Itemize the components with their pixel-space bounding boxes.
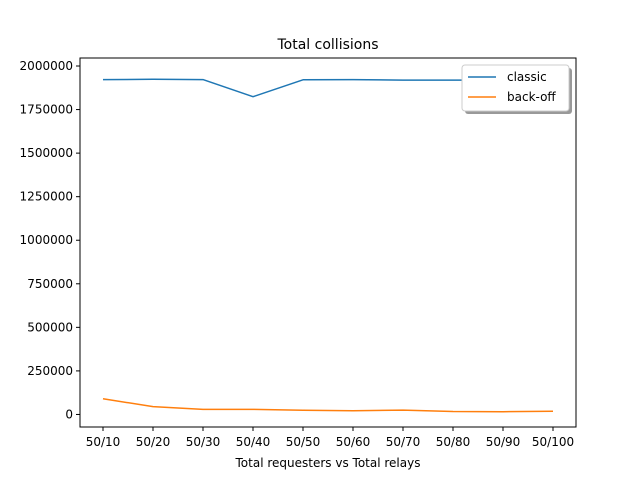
y-tick-label: 1000000 [20, 233, 73, 247]
x-tick-label: 50/30 [186, 435, 221, 449]
x-tick-label: 50/80 [436, 435, 471, 449]
y-axis: 0 250000 500000 750000 1000000 1250000 1500000… [20, 59, 80, 421]
y-tick-label: 500000 [27, 320, 73, 334]
x-tick-label: 50/90 [486, 435, 521, 449]
x-tick-label: 50/50 [286, 435, 321, 449]
x-tick-label: 50/70 [386, 435, 421, 449]
y-tick-label: 750000 [27, 277, 73, 291]
chart-title: Total collisions [277, 37, 379, 53]
x-tick-label: 50/10 [86, 435, 121, 449]
y-tick-label: 1500000 [20, 146, 73, 160]
legend: classic back-off [461, 64, 572, 114]
y-tick-label: 1750000 [20, 103, 73, 117]
x-axis-label: Total requesters vs Total relays [235, 456, 421, 470]
y-tick-label: 1250000 [20, 190, 73, 204]
plot-area-frame [79, 57, 577, 428]
y-tick-label: 250000 [27, 364, 73, 378]
x-tick-label: 50/20 [136, 435, 171, 449]
y-tick-label: 0 [65, 407, 73, 421]
x-tick-label: 50/100 [532, 435, 574, 449]
series-layer [102, 78, 554, 413]
legend-label-classic: classic [507, 70, 547, 84]
y-tick-label: 2000000 [20, 59, 73, 73]
x-axis: 50/10 50/20 50/30 50/40 50/50 50/60 50/70 50/80… [86, 427, 574, 449]
x-tick-label: 50/40 [236, 435, 271, 449]
x-tick-label: 50/60 [336, 435, 371, 449]
legend-label-back-off: back-off [507, 90, 556, 104]
series-line-back-off [102, 398, 554, 413]
